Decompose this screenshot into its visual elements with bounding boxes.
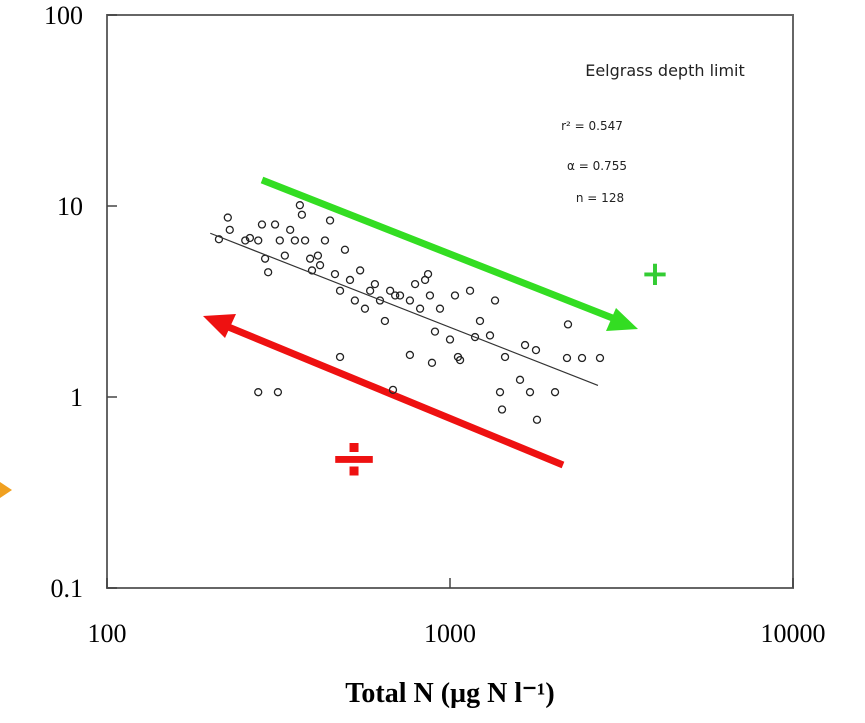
data-point xyxy=(313,251,323,260)
data-point xyxy=(405,296,415,305)
data-point xyxy=(214,235,224,244)
data-point xyxy=(470,332,480,342)
data-point xyxy=(531,345,541,355)
data-point xyxy=(465,286,475,295)
red-arrow xyxy=(203,314,565,469)
data-point xyxy=(563,320,573,329)
annotation: α = 0.755 xyxy=(567,159,627,173)
data-point xyxy=(360,304,370,313)
data-point xyxy=(450,291,460,300)
data-point xyxy=(300,236,310,245)
data-point xyxy=(485,331,495,340)
data-point xyxy=(423,269,433,279)
data-point xyxy=(290,236,300,245)
trend-line xyxy=(210,232,599,386)
y-tick-label: 10 xyxy=(57,192,83,221)
annotation: n = 128 xyxy=(576,191,624,205)
annotation: r² = 0.547 xyxy=(561,119,623,133)
data-point xyxy=(375,296,385,305)
data-point xyxy=(577,353,587,363)
data-point xyxy=(410,279,420,289)
data-point xyxy=(241,236,250,245)
data-point xyxy=(385,286,395,295)
data-point xyxy=(320,236,330,245)
plus-symbol: + xyxy=(641,254,670,294)
data-point xyxy=(245,233,255,243)
data-point xyxy=(430,327,440,336)
data-point xyxy=(295,201,305,210)
data-point xyxy=(427,358,437,367)
arrow-shaft xyxy=(260,176,617,323)
data-point xyxy=(350,296,360,305)
data-point xyxy=(297,210,307,219)
data-point xyxy=(225,225,234,235)
data-point xyxy=(275,236,284,245)
data-point xyxy=(445,335,455,344)
data-point xyxy=(254,388,263,397)
data-point xyxy=(280,251,290,260)
data-point xyxy=(273,388,283,397)
data-point xyxy=(305,254,315,263)
data-point xyxy=(425,291,435,300)
data-point xyxy=(475,316,485,326)
data-point xyxy=(325,216,335,225)
data-point xyxy=(532,415,542,424)
data-point xyxy=(355,266,365,275)
divide-symbol: ÷ xyxy=(329,423,379,493)
data-point xyxy=(562,353,572,363)
data-point xyxy=(330,269,340,279)
data-point xyxy=(263,268,273,277)
x-tick-label: 100 xyxy=(88,619,127,648)
data-point xyxy=(270,220,280,229)
data-point xyxy=(435,304,445,313)
data-point xyxy=(315,261,325,270)
data-point xyxy=(345,275,355,285)
data-point xyxy=(515,375,525,384)
data-point xyxy=(365,286,375,295)
x-tick-label: 1000 xyxy=(424,619,476,648)
data-point xyxy=(391,291,400,300)
data-point xyxy=(405,350,415,360)
data-point xyxy=(388,385,398,395)
data-point xyxy=(395,291,405,300)
data-point xyxy=(453,352,463,362)
arrow-head xyxy=(606,308,638,331)
data-point xyxy=(257,220,267,229)
plot-frame xyxy=(106,14,794,589)
data-point xyxy=(415,304,425,313)
y-tick-label: 0.1 xyxy=(51,574,84,603)
y-tick-label: 1 xyxy=(70,383,83,412)
data-point xyxy=(520,340,530,350)
data-point xyxy=(550,388,560,397)
arrow-head xyxy=(203,314,236,338)
data-point xyxy=(286,225,295,235)
data-point xyxy=(307,266,317,275)
data-point xyxy=(500,352,510,362)
data-point xyxy=(497,405,507,414)
arrow-shaft xyxy=(224,322,565,469)
data-point xyxy=(595,353,605,363)
data-point xyxy=(340,245,350,254)
annotation: Eelgrass depth limit xyxy=(585,61,745,80)
x-axis-label: Total N (µg N l⁻¹) xyxy=(345,678,554,709)
data-point xyxy=(370,279,380,289)
data-point xyxy=(525,388,535,397)
data-point xyxy=(254,236,263,245)
edge-arrow xyxy=(0,482,12,498)
data-point xyxy=(335,286,345,295)
data-point xyxy=(223,213,232,222)
data-point xyxy=(495,388,505,397)
data-point xyxy=(335,352,345,362)
data-point xyxy=(490,296,500,305)
y-tick-label: 100 xyxy=(44,1,83,30)
x-tick-label: 10000 xyxy=(761,619,826,648)
data-point xyxy=(380,316,390,326)
green-arrow xyxy=(260,176,638,331)
